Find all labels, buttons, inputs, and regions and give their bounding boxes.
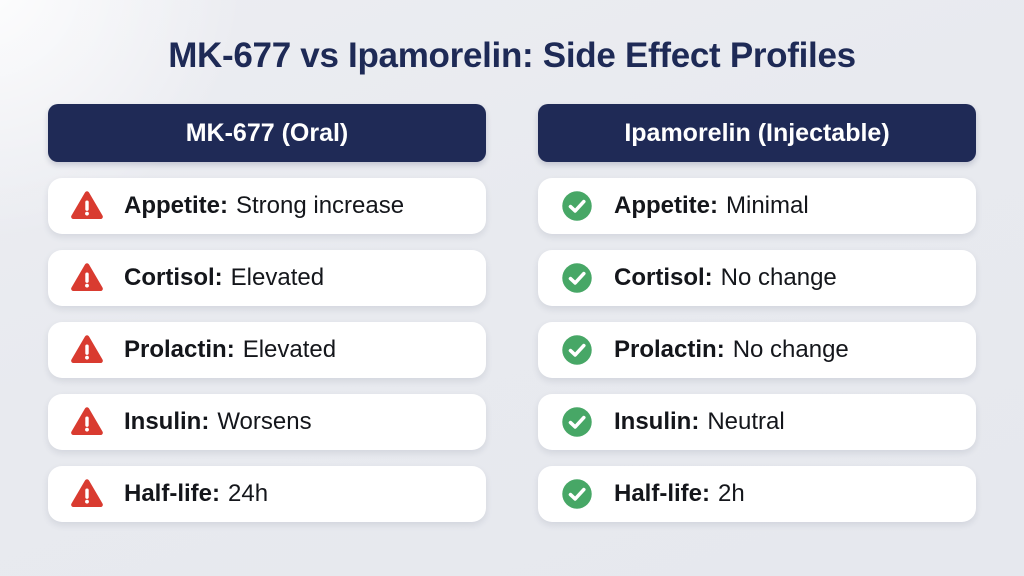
row-label: Insulin: bbox=[124, 408, 210, 435]
row-value: Strong increase bbox=[236, 192, 405, 219]
row-label: Prolactin: bbox=[124, 336, 235, 363]
row-label: Cortisol: bbox=[614, 264, 713, 291]
side-effect-row: Insulin: Neutral bbox=[538, 394, 976, 450]
warning-triangle-icon bbox=[70, 477, 104, 511]
side-effect-row: Prolactin: Elevated bbox=[48, 322, 486, 378]
row-label: Insulin: bbox=[614, 408, 700, 435]
row-value: No change bbox=[720, 264, 837, 291]
row-value: Worsens bbox=[217, 408, 312, 435]
side-effect-row: Insulin: Worsens bbox=[48, 394, 486, 450]
side-effect-row: Cortisol: Elevated bbox=[48, 250, 486, 306]
side-effect-row: Prolactin: No change bbox=[538, 322, 976, 378]
row-value: Elevated bbox=[230, 264, 325, 291]
side-effect-row: Appetite: Minimal bbox=[538, 178, 976, 234]
side-effect-row: Cortisol: No change bbox=[538, 250, 976, 306]
row-value: 2h bbox=[718, 480, 745, 507]
warning-triangle-icon bbox=[70, 189, 104, 223]
page-title: MK-677 vs Ipamorelin: Side Effect Profil… bbox=[168, 36, 856, 75]
column-mk677: MK-677 (Oral) Appetite: Strong increase C… bbox=[48, 104, 486, 522]
row-value: No change bbox=[732, 336, 849, 363]
warning-triangle-icon bbox=[70, 405, 104, 439]
column-ipamorelin: Ipamorelin (Injectable) Appetite: Minimal… bbox=[538, 104, 976, 522]
side-effect-row: Appetite: Strong increase bbox=[48, 178, 486, 234]
row-value: Minimal bbox=[726, 192, 809, 219]
check-circle-icon bbox=[560, 261, 594, 295]
side-effect-row: Half-life: 2h bbox=[538, 466, 976, 522]
warning-triangle-icon bbox=[70, 261, 104, 295]
row-value: 24h bbox=[228, 480, 269, 507]
column-header-ipamorelin: Ipamorelin (Injectable) bbox=[538, 104, 976, 162]
row-label: Half-life: bbox=[614, 480, 710, 507]
column-header-mk677: MK-677 (Oral) bbox=[48, 104, 486, 162]
row-label: Prolactin: bbox=[614, 336, 725, 363]
warning-triangle-icon bbox=[70, 333, 104, 367]
check-circle-icon bbox=[560, 405, 594, 439]
row-value: Elevated bbox=[242, 336, 337, 363]
row-label: Appetite: bbox=[124, 192, 228, 219]
row-label: Appetite: bbox=[614, 192, 718, 219]
row-value: Neutral bbox=[707, 408, 785, 435]
row-label: Cortisol: bbox=[124, 264, 223, 291]
check-circle-icon bbox=[560, 333, 594, 367]
comparison-columns: MK-677 (Oral) Appetite: Strong increase C… bbox=[48, 104, 976, 522]
check-circle-icon bbox=[560, 189, 594, 223]
check-circle-icon bbox=[560, 477, 594, 511]
row-label: Half-life: bbox=[124, 480, 220, 507]
side-effect-row: Half-life: 24h bbox=[48, 466, 486, 522]
